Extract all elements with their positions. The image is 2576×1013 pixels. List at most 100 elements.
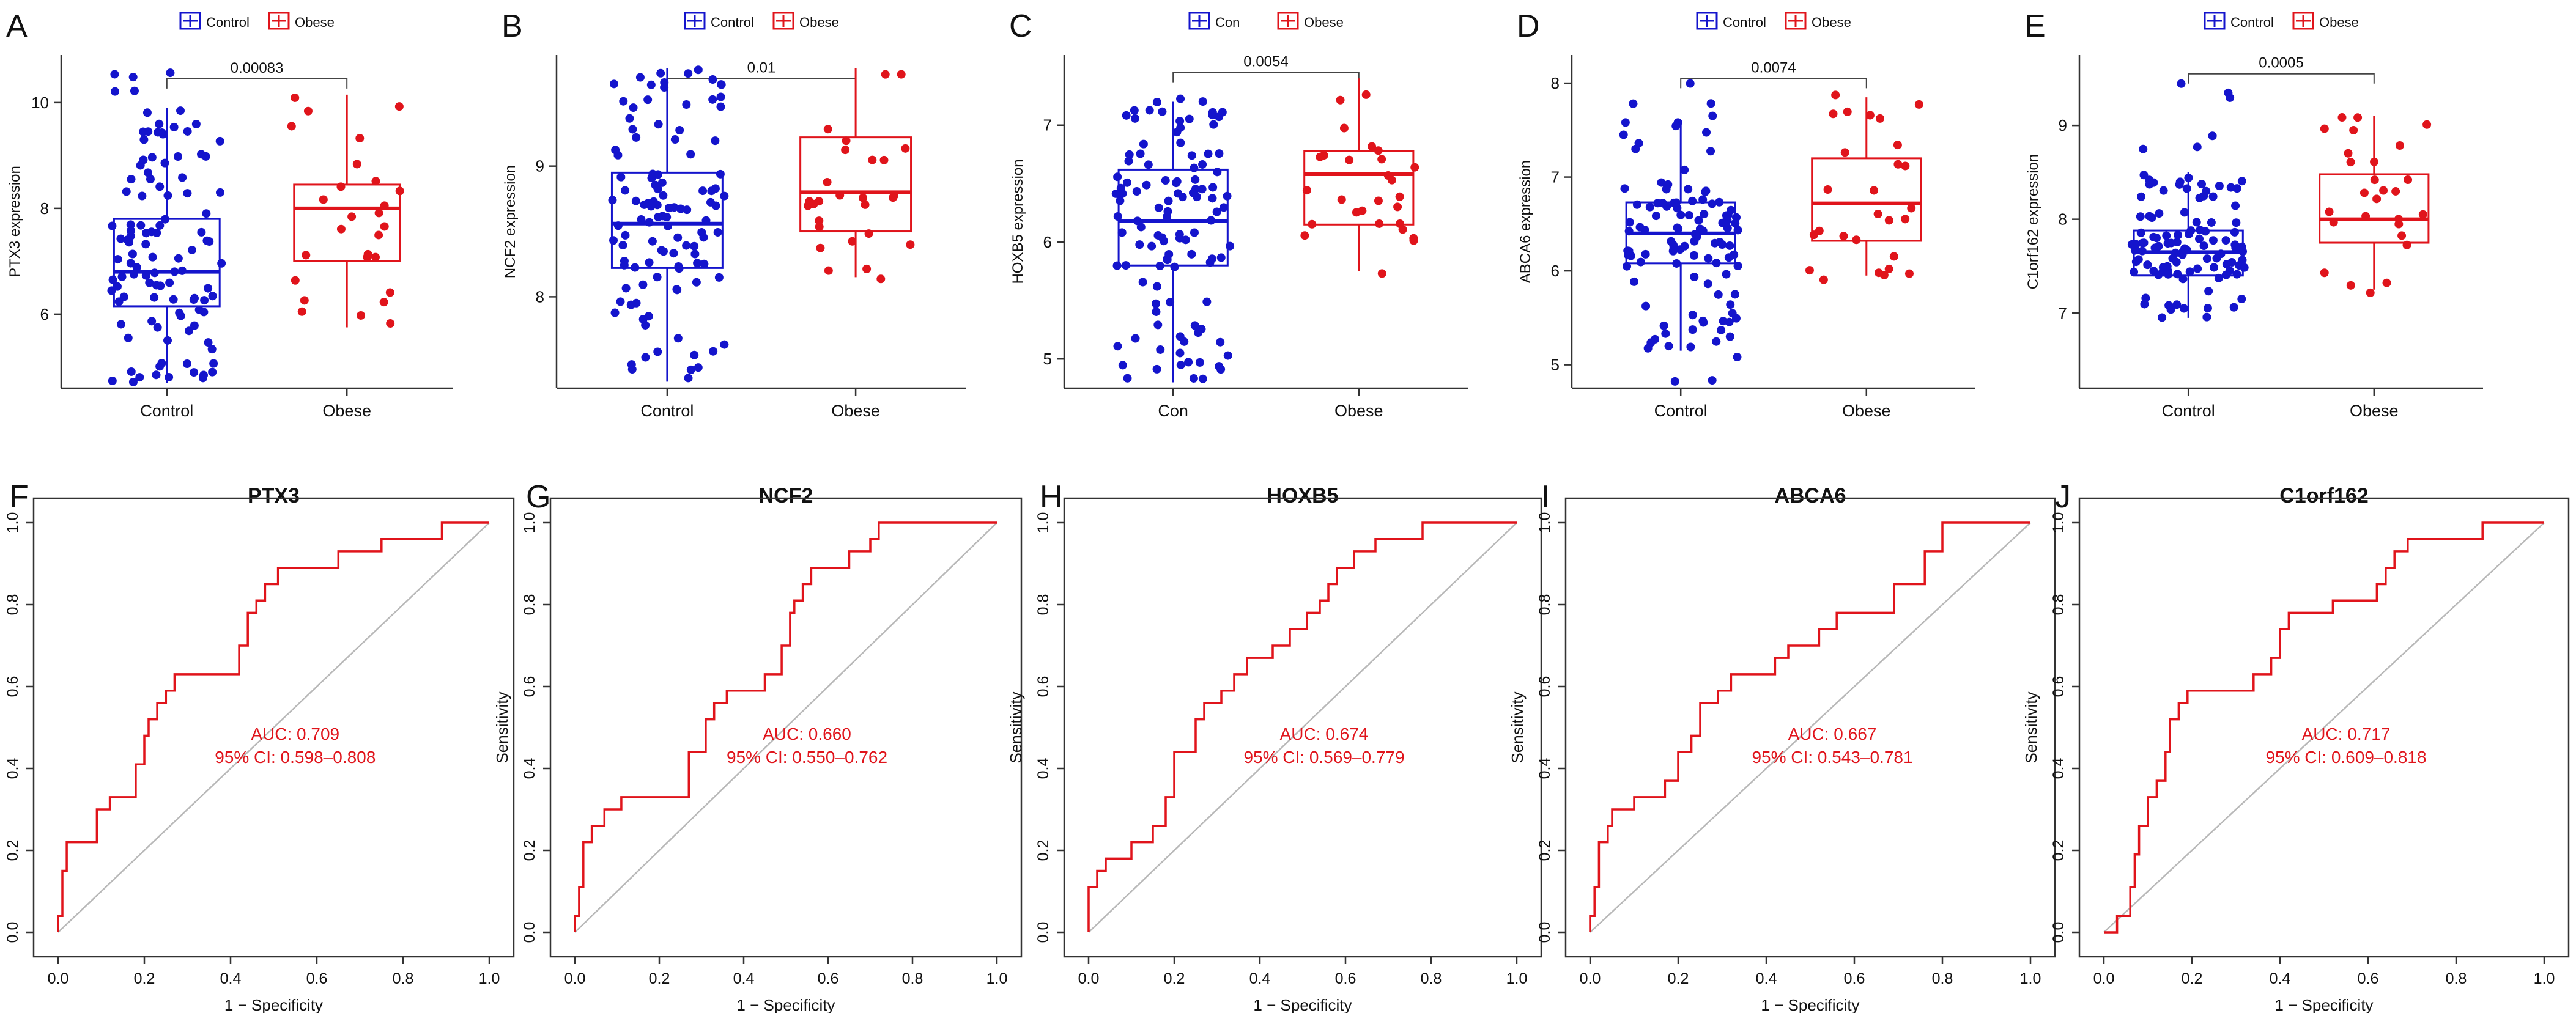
ci-label: 95% CI: 0.569–0.779: [1243, 748, 1404, 767]
data-point: [1368, 142, 1377, 151]
data-point: [1726, 300, 1735, 309]
data-point: [2177, 79, 2186, 88]
data-point: [1852, 235, 1861, 245]
x-tick-label: 0.0: [1580, 970, 1601, 987]
data-point: [174, 152, 183, 161]
data-point: [641, 353, 650, 362]
data-point: [2172, 300, 2182, 309]
data-point: [1624, 246, 1634, 256]
data-point: [111, 87, 120, 96]
data-point: [684, 374, 693, 383]
x-tick-label: 0.2: [2182, 970, 2203, 987]
data-point: [2145, 180, 2154, 189]
panel-letter: C: [1009, 9, 1032, 44]
data-point: [1216, 337, 1225, 347]
panel-B: B Control Obese 8 9 NCF2 expression Control Obe…: [502, 9, 966, 420]
data-point: [653, 273, 662, 282]
data-point: [823, 177, 832, 186]
y-tick-label: 0.2: [4, 840, 21, 861]
data-point: [166, 68, 175, 78]
data-point: [147, 317, 157, 326]
data-point: [682, 241, 691, 250]
y-tick-label: 6: [40, 305, 49, 323]
data-point: [653, 185, 662, 194]
data-point: [380, 222, 389, 231]
data-point: [694, 363, 703, 372]
panel-J: J C1orf162 0.0 0.2 0.4 0.6 0.8 1.0 0.0 0.2 0.4 0.6 0…: [2022, 479, 2570, 1013]
data-point: [336, 224, 346, 234]
x-axis-label: 1 − Specificity: [736, 996, 835, 1013]
data-point: [848, 237, 857, 246]
data-point: [709, 347, 718, 356]
data-point: [1123, 374, 1132, 383]
x-tick-label: Obese: [831, 402, 880, 420]
data-point: [1819, 275, 1828, 284]
data-point: [182, 359, 191, 369]
data-point: [701, 216, 711, 225]
data-point: [336, 182, 346, 191]
data-point: [207, 345, 217, 354]
data-point: [1345, 155, 1354, 164]
data-point: [379, 298, 388, 307]
legend-control: Control: [684, 12, 754, 30]
data-point: [2222, 260, 2231, 269]
data-point: [1641, 301, 1651, 311]
data-point: [139, 127, 148, 136]
data-point: [1163, 207, 1172, 216]
data-point: [714, 273, 724, 282]
data-point: [1725, 332, 1734, 341]
data-point: [700, 259, 709, 268]
data-point: [690, 249, 700, 259]
data-point: [670, 135, 679, 144]
data-point: [1163, 256, 1172, 265]
data-point: [1699, 318, 1708, 327]
panel-letter: A: [6, 9, 28, 44]
data-point: [692, 278, 701, 287]
data-point: [1715, 197, 1724, 207]
data-point: [1873, 210, 1882, 219]
data-point: [879, 155, 889, 164]
data-point: [1676, 210, 1686, 219]
data-point: [143, 168, 152, 177]
x-tick-label: 0.4: [1756, 970, 1777, 987]
data-point: [2418, 210, 2427, 219]
data-point: [620, 256, 629, 265]
data-point: [1805, 266, 1814, 275]
data-point: [199, 370, 209, 380]
data-point: [189, 295, 198, 304]
data-point: [2139, 238, 2149, 248]
data-point: [906, 240, 915, 249]
data-point: [901, 144, 910, 153]
data-point: [157, 359, 166, 368]
data-point: [202, 236, 212, 245]
data-point: [1884, 264, 1893, 273]
roc-title: HOXB5: [1267, 484, 1338, 507]
data-point: [2131, 257, 2141, 267]
data-point: [124, 333, 133, 342]
data-point: [141, 271, 150, 280]
y-tick-label: 0.6: [1035, 676, 1052, 698]
roc-title: PTX3: [248, 484, 300, 507]
data-point: [2178, 274, 2188, 284]
data-point: [135, 373, 144, 382]
data-point: [1374, 146, 1383, 155]
data-point: [1839, 232, 1848, 241]
data-point: [1133, 216, 1142, 226]
data-point: [1717, 325, 1726, 334]
data-point: [2379, 186, 2388, 195]
panel-D: D Control Obese 5 6 7 8 ABCA6 expression Control…: [1517, 9, 1975, 420]
data-point: [823, 125, 832, 134]
data-point: [2149, 267, 2158, 276]
data-point: [1690, 273, 1699, 282]
panel-letter: G: [526, 479, 550, 515]
data-point: [386, 319, 395, 328]
y-tick-label: 7: [1551, 168, 1560, 186]
significance-bracket: [666, 78, 857, 89]
data-point: [664, 204, 673, 213]
data-point: [2238, 247, 2248, 256]
data-point: [1122, 178, 1131, 187]
y-axis-label: Sensitivity: [2022, 691, 2040, 763]
auc-label: AUC: 0.717: [2302, 724, 2391, 743]
data-point: [183, 127, 192, 136]
plot-frame: [549, 497, 1023, 958]
